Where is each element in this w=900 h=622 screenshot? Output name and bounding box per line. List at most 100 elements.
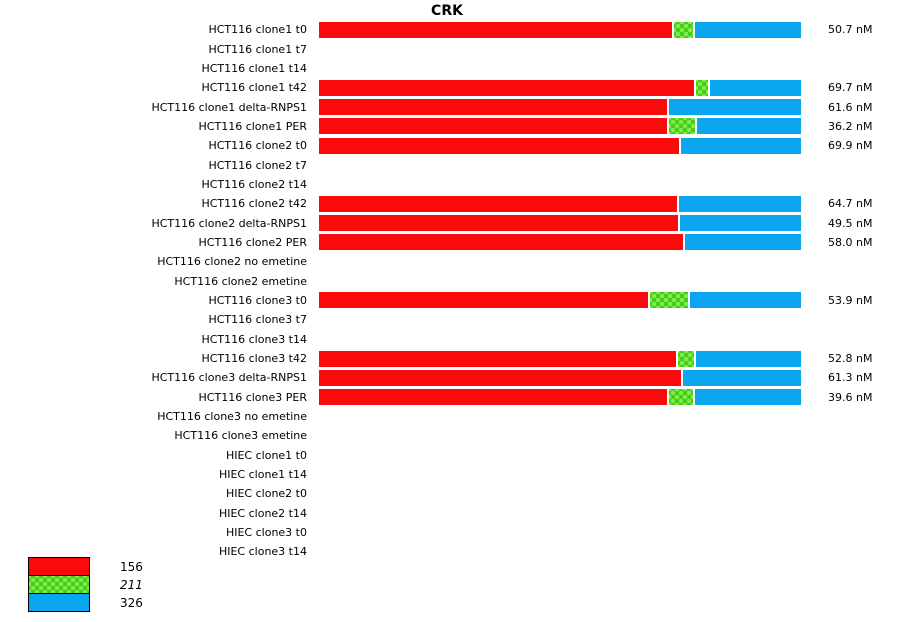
bar-segment-156 [319, 215, 678, 232]
table-row: HIEC clone3 t0 [0, 523, 872, 542]
bar-track [319, 467, 801, 483]
bar-track [319, 447, 801, 463]
table-row: HCT116 clone2 delta-RNPS1 49.5 nM [0, 213, 872, 232]
bar-track [319, 176, 801, 192]
legend-label: 156 [120, 559, 143, 574]
table-row: HIEC clone3 t14 [0, 542, 872, 561]
row-label: HCT116 clone1 t0 [208, 23, 307, 37]
bar-track [319, 41, 801, 57]
row-value: 69.7 nM [828, 81, 873, 95]
legend: 156 211 326 [28, 557, 143, 612]
table-row: HIEC clone1 t0 [0, 446, 872, 465]
table-row: HCT116 clone2 t7 [0, 155, 872, 174]
bar-track [319, 292, 801, 309]
bar-segment-156 [319, 195, 677, 212]
legend-item: 326 [28, 593, 143, 612]
bar-segment-156 [319, 234, 683, 251]
row-label: HCT116 clone2 t14 [201, 177, 307, 191]
row-label: HCT116 clone3 t14 [201, 332, 307, 346]
table-row: HCT116 clone2 PER 58.0 nM [0, 233, 872, 252]
bar-segment-326 [696, 350, 801, 367]
table-row: HCT116 clone1 t42 69.7 nM [0, 78, 872, 97]
table-row: HCT116 clone1 t7 [0, 39, 872, 58]
bar-segment-326 [694, 389, 801, 406]
row-label: HIEC clone2 t14 [218, 506, 307, 520]
row-value: 61.3 nM [828, 371, 873, 385]
row-label: HCT116 clone2 t7 [208, 158, 307, 172]
table-row: HCT116 clone1 delta-RNPS1 61.6 nM [0, 97, 872, 116]
table-row: HCT116 clone2 no emetine [0, 252, 872, 271]
table-row: HCT116 clone1 t14 [0, 59, 872, 78]
bar-track [319, 157, 801, 173]
table-row: HCT116 clone3 t14 [0, 330, 872, 349]
bar-segment-156 [319, 369, 681, 386]
row-label: HCT116 clone3 emetine [174, 429, 307, 443]
bar-track [319, 525, 801, 541]
row-label: HCT116 clone3 t0 [208, 293, 307, 307]
bar-segment-156 [319, 292, 648, 309]
bar-track [319, 79, 801, 96]
row-label: HCT116 clone3 PER [198, 390, 307, 404]
legend-swatch-156 [28, 557, 90, 576]
bar-track [319, 215, 801, 232]
row-label: HCT116 clone2 t42 [201, 197, 307, 211]
table-row: HCT116 clone3 no emetine [0, 407, 872, 426]
row-label: HCT116 clone3 no emetine [157, 410, 307, 424]
table-row: HCT116 clone3 t0 53.9 nM [0, 291, 872, 310]
bar-track [319, 99, 801, 116]
chart-title: CRK [431, 3, 463, 19]
row-label: HCT116 clone1 delta-RNPS1 [151, 100, 307, 114]
row-label: HCT116 clone1 t42 [201, 81, 307, 95]
bar-segment-326 [678, 195, 801, 212]
row-label: HIEC clone3 t0 [225, 526, 307, 540]
bar-track [319, 21, 801, 38]
row-label: HIEC clone1 t14 [218, 468, 307, 482]
table-row: HCT116 clone3 delta-RNPS1 61.3 nM [0, 368, 872, 387]
bar-track [319, 312, 801, 328]
row-label: HCT116 clone1 t14 [201, 61, 307, 75]
bar-segment-211 [649, 292, 688, 309]
table-row: HCT116 clone3 PER 39.6 nM [0, 388, 872, 407]
bar-track [319, 486, 801, 502]
legend-swatch-326 [28, 593, 90, 612]
table-row: HCT116 clone2 t42 64.7 nM [0, 194, 872, 213]
bar-track [319, 350, 801, 367]
table-row: HCT116 clone1 t0 50.7 nM [0, 20, 872, 39]
table-row: HCT116 clone2 emetine [0, 271, 872, 290]
bar-segment-326 [680, 137, 801, 154]
bar-segment-156 [319, 137, 679, 154]
row-value: 49.5 nM [828, 216, 873, 230]
table-row: HCT116 clone3 t7 [0, 310, 872, 329]
bar-track [319, 428, 801, 444]
bar-segment-211 [669, 389, 693, 406]
table-row: HCT116 clone3 t42 52.8 nM [0, 349, 872, 368]
bar-segment-211 [677, 350, 695, 367]
row-label: HIEC clone1 t0 [225, 448, 307, 462]
row-label: HIEC clone2 t0 [225, 487, 307, 501]
row-label: HCT116 clone2 delta-RNPS1 [151, 216, 307, 230]
bar-track [319, 273, 801, 289]
table-row: HCT116 clone2 t0 69.9 nM [0, 136, 872, 155]
bar-segment-326 [669, 99, 801, 116]
bar-segment-156 [319, 350, 676, 367]
bar-track [319, 505, 801, 521]
bar-segment-156 [319, 118, 668, 135]
row-value: 36.2 nM [828, 119, 873, 133]
bar-rows: HCT116 clone1 t0 50.7 nM HCT116 clone1 t7 H… [0, 20, 872, 562]
row-label: HIEC clone3 t14 [218, 545, 307, 559]
row-label: HCT116 clone1 t7 [208, 42, 307, 56]
bar-segment-156 [319, 99, 668, 116]
bar-track [319, 234, 801, 251]
row-value: 52.8 nM [828, 352, 873, 366]
bar-segment-326 [695, 21, 801, 38]
row-label: HCT116 clone3 t7 [208, 313, 307, 327]
row-label: HCT116 clone2 PER [198, 235, 307, 249]
bar-segment-211 [669, 118, 695, 135]
legend-label: 326 [120, 595, 143, 610]
bar-segment-211 [695, 79, 708, 96]
legend-item: 156 [28, 557, 143, 576]
bar-track [319, 544, 801, 560]
row-label: HCT116 clone3 t42 [201, 352, 307, 366]
bar-segment-326 [684, 234, 801, 251]
